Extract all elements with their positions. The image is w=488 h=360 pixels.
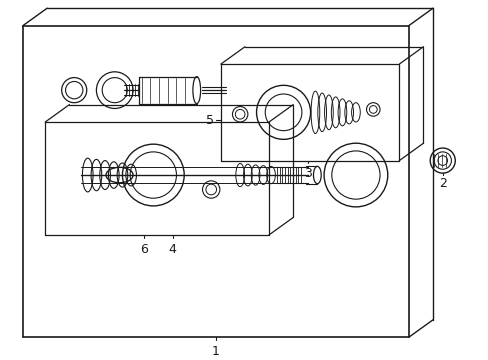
Text: 2: 2 xyxy=(438,177,446,190)
Text: 5: 5 xyxy=(205,113,214,127)
Text: 4: 4 xyxy=(168,243,176,256)
Text: 1: 1 xyxy=(212,345,220,358)
Text: 3: 3 xyxy=(303,167,311,180)
Text: 6: 6 xyxy=(140,243,147,256)
